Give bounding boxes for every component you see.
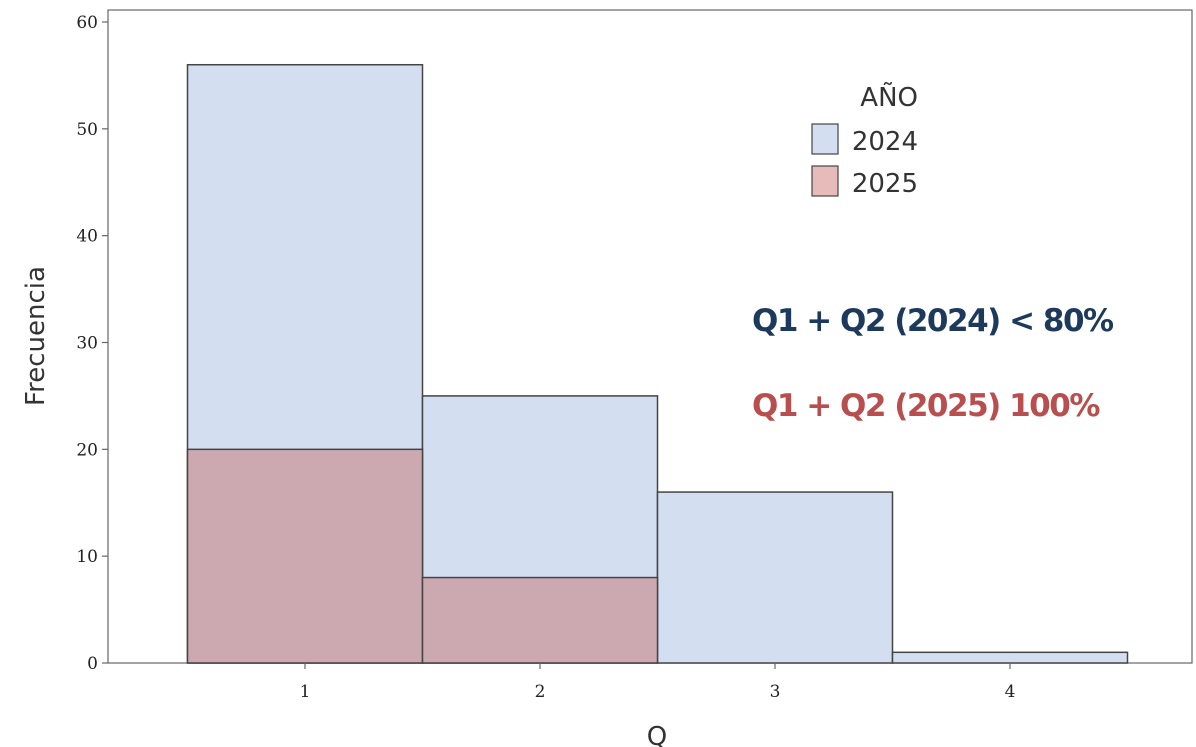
legend: AÑO 2024 2025 <box>811 81 918 199</box>
annotation-2025: Q1 + Q2 (2025) 100% <box>752 388 1100 424</box>
bar-2024-q3 <box>656 491 894 664</box>
legend-label-2025: 2025 <box>852 169 918 199</box>
x-tick-label: 1 <box>300 682 311 702</box>
legend-swatch-2025 <box>811 165 839 197</box>
series-2025-bars <box>186 448 659 664</box>
y-tick-label: 20 <box>76 440 98 460</box>
bar-2025-q2 <box>421 576 659 664</box>
x-axis-title: Q <box>647 722 667 747</box>
legend-title: AÑO <box>860 81 918 113</box>
y-tick-label: 30 <box>76 334 98 354</box>
y-tick-label: 50 <box>76 120 98 140</box>
y-tick-label: 10 <box>76 547 98 567</box>
legend-swatch-2024 <box>811 123 839 155</box>
x-tick-label: 4 <box>1005 682 1016 702</box>
bar-2024-q4 <box>891 651 1129 664</box>
y-axis-title: Frecuencia <box>21 266 51 406</box>
annotation-2024: Q1 + Q2 (2024) < 80% <box>752 303 1114 339</box>
y-axis-ticks: 0 10 20 30 40 50 60 <box>76 13 108 674</box>
y-tick-label: 60 <box>76 13 98 33</box>
x-tick-label: 3 <box>770 682 781 702</box>
legend-label-2024: 2024 <box>852 127 918 157</box>
x-axis-ticks: 1 2 3 4 <box>300 663 1016 702</box>
bar-2025-q1 <box>186 448 424 664</box>
x-tick-label: 2 <box>535 682 546 702</box>
y-tick-label: 40 <box>76 227 98 247</box>
y-tick-label: 0 <box>87 654 98 674</box>
